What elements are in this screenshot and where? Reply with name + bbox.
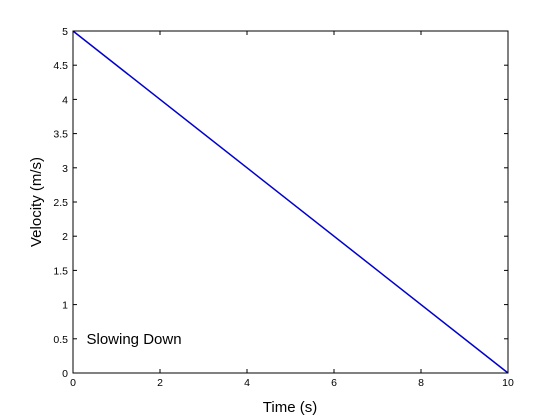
y-tick-label: 0.5: [53, 334, 68, 346]
x-tick-label: 10: [502, 377, 514, 389]
y-tick-label: 0: [62, 368, 68, 380]
series-line: [72, 30, 509, 374]
y-tick-label: 4.5: [53, 60, 68, 72]
annotation-label: Slowing Down: [87, 331, 182, 348]
x-tick-label: 2: [157, 377, 163, 389]
y-tick-label: 1: [62, 300, 68, 312]
x-tick-label: 4: [244, 377, 250, 389]
x-tick-label: 8: [418, 377, 424, 389]
y-tick-label: 2.5: [53, 197, 68, 209]
y-tick-label: 3: [62, 163, 68, 175]
y-axis: 0 0.5 1 1.5 2 2.5 3 3.5 4 4.5 5: [53, 26, 508, 380]
x-axis: 0 2 4 6 8 10: [70, 31, 514, 389]
y-tick-label: 2: [62, 231, 68, 243]
y-tick-label: 3.5: [53, 129, 68, 141]
y-tick-label: 4: [62, 94, 68, 106]
y-axis-label: Velocity (m/s): [28, 157, 45, 247]
x-tick-label: 0: [70, 377, 76, 389]
y-tick-label: 1.5: [53, 265, 68, 277]
plot-layer: [72, 30, 509, 374]
y-tick-label: 5: [62, 26, 68, 38]
x-tick-label: 6: [331, 377, 337, 389]
x-axis-label: Time (s): [263, 399, 317, 416]
